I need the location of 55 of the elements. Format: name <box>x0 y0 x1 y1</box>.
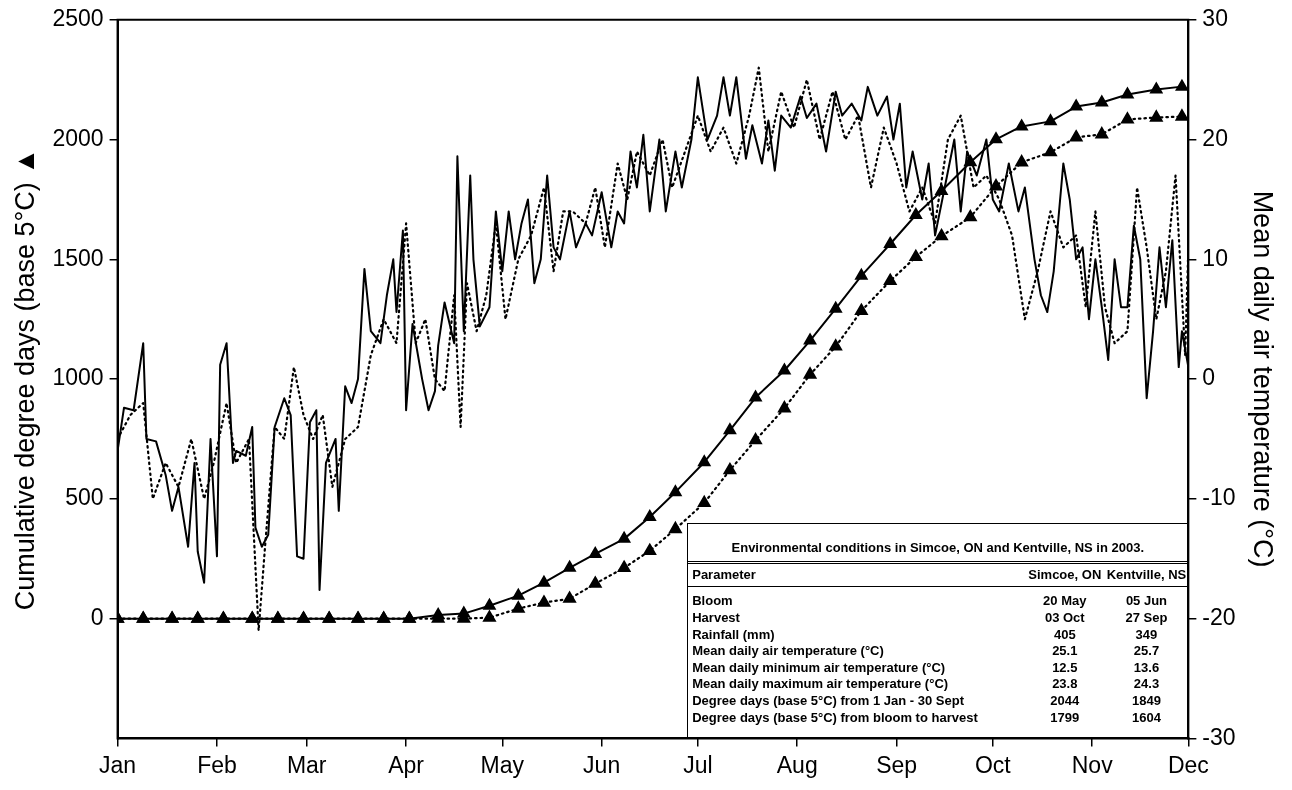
annotation: Parameter <box>692 566 757 584</box>
x-tick-label: Mar <box>286 751 327 778</box>
y2-tick-label: 30 <box>1202 5 1228 32</box>
text: Mean daily air temperature (°C) <box>1248 190 1279 568</box>
annotation: 349 <box>1134 626 1159 644</box>
annotation: 1604 <box>1131 709 1162 727</box>
x-tick-label: May <box>480 751 525 778</box>
y-tick-label: 1000 <box>52 364 104 391</box>
annotation: 2044 <box>1049 692 1081 710</box>
annotation: 25.1 <box>1051 643 1079 660</box>
y2-tick-label: -10 <box>1202 484 1236 511</box>
x-tick-label: Sep <box>876 751 918 778</box>
y-tick-label: 2500 <box>52 5 104 32</box>
annotation: 27 Sep <box>1124 610 1169 627</box>
x-tick-label: Nov <box>1071 751 1114 778</box>
annotation: 03 Oct <box>1043 610 1086 627</box>
annotation: 1799 <box>1049 709 1081 727</box>
y-axis-title: Cumulative degree days (base 5°C) ▲ <box>9 147 40 611</box>
annotation: 1849 <box>1131 692 1162 710</box>
y-tick-label: 2000 <box>52 124 104 151</box>
annotation: Degree days (base 5°C) from 1 Jan - 30 Sept <box>692 692 966 710</box>
annotation: Simcoe, ON <box>1027 566 1103 584</box>
annotation: Harvest <box>692 610 741 627</box>
annotation: 20 May <box>1042 593 1088 610</box>
x-tick-label: Jun <box>583 751 621 778</box>
x-tick-label: Aug <box>776 751 818 778</box>
annotation: Kentville, NS <box>1105 566 1188 584</box>
y-tick-label: 0 <box>90 603 104 630</box>
annotation: 25.7 <box>1132 643 1161 660</box>
x-tick-label: Jan <box>99 751 137 778</box>
y2-tick-label: -30 <box>1202 723 1236 750</box>
x-tick-label: Dec <box>1167 751 1209 778</box>
annotation: 24.3 <box>1132 676 1161 693</box>
annotation: 13.6 <box>1132 659 1161 677</box>
annotation: Environmental conditions in Simcoe, ON and Kentville, NS in 2003. <box>688 523 1188 564</box>
annotation: Rainfall (mm) <box>692 626 776 644</box>
y2-tick-label: 0 <box>1202 364 1216 391</box>
y-tick-label: 1500 <box>52 244 104 271</box>
annotation: Degree days (base 5°C) from bloom to harvest <box>692 709 979 727</box>
x-tick-label: Feb <box>197 751 237 778</box>
annotation: 05 Jun <box>1124 593 1169 610</box>
annotation: Mean daily minimum air temperature (°C) <box>692 659 947 677</box>
y2-tick-label: 10 <box>1202 244 1228 271</box>
annotation: 405 <box>1052 626 1077 644</box>
y2-axis-title: Mean daily air temperature (°C) <box>692 643 885 660</box>
x-tick-label: Apr <box>388 751 425 778</box>
annotation: 12.5 <box>1051 659 1079 677</box>
y2-tick-label: -20 <box>1202 603 1236 630</box>
annotation: Bloom <box>692 593 734 610</box>
y2-tick-label: 20 <box>1202 124 1228 151</box>
annotation: Mean daily maximum air temperature (°C) <box>692 676 950 693</box>
x-tick-label: Oct <box>974 751 1012 778</box>
y-tick-label: 500 <box>65 484 104 511</box>
x-tick-label: Jul <box>683 751 713 778</box>
annotation: 23.8 <box>1051 676 1079 693</box>
